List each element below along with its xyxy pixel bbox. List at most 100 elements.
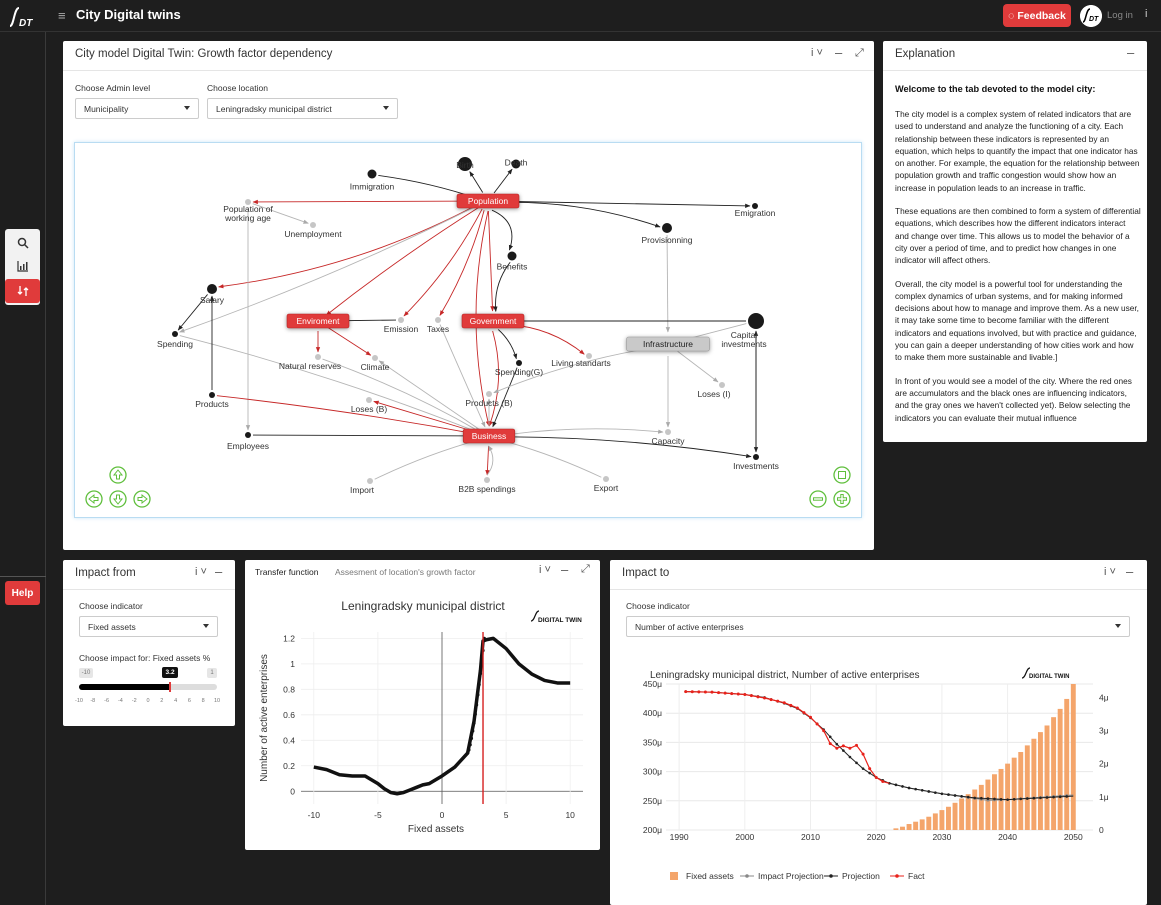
x-tick-label: 0 — [440, 810, 445, 820]
graph-node-losesi[interactable]: Loses (I) — [697, 382, 731, 399]
slider-handle[interactable] — [169, 682, 172, 692]
nav-up-button[interactable] — [109, 466, 127, 489]
nav-left-button[interactable] — [85, 490, 103, 513]
graph-node-provisioning[interactable]: Provisionning — [641, 223, 693, 245]
graph-node-infrastructure[interactable]: Infrastructure — [626, 336, 710, 352]
network-graph[interactable]: Immigration Birth Death Population Populatio… — [75, 143, 861, 517]
graph-node-export[interactable]: Export — [594, 476, 619, 493]
series-point — [855, 743, 859, 747]
graph-node-emigration[interactable]: Emigration — [735, 203, 776, 218]
impact-chart[interactable]: Leningradsky municipal district, Number … — [610, 650, 1147, 905]
graph-node-livstd[interactable]: Living standarts — [551, 353, 611, 368]
graph-node-employees[interactable]: Employees — [227, 432, 269, 451]
minimize-icon[interactable]: – — [215, 564, 223, 579]
expand-icon[interactable]: ⤢ — [581, 563, 590, 575]
legend-dot — [745, 874, 749, 878]
graph-node-products[interactable]: Products — [195, 392, 229, 409]
panel-divider — [610, 589, 1147, 590]
graph-node-unemployment[interactable]: Unemployment — [284, 222, 342, 239]
graph-node-spendingg[interactable]: Spending(G) — [495, 360, 543, 377]
twin-tool-button[interactable] — [5, 279, 40, 303]
y2-tick-label: 3μ — [1099, 725, 1109, 735]
info-dropdown-icon[interactable]: i ˅ — [811, 47, 823, 59]
graph-node-emission[interactable]: Emission — [384, 317, 419, 334]
graph-node-business[interactable]: Business — [462, 428, 516, 444]
graph-edge — [378, 360, 482, 431]
nav-down-button[interactable] — [109, 490, 127, 513]
minimize-icon[interactable]: – — [561, 562, 569, 577]
info-icon[interactable]: i — [1145, 8, 1148, 20]
transfer-subtitle: Assesment of location's growth factor — [335, 567, 476, 577]
graph-node-enviroment[interactable]: Enviroment — [286, 313, 350, 329]
minimize-icon[interactable]: – — [835, 45, 843, 60]
series-point — [828, 742, 832, 746]
indicator-select[interactable]: Number of active enterprises — [626, 616, 1130, 637]
fit-view-button[interactable] — [833, 466, 851, 489]
graph-node-label: Salary — [200, 295, 225, 305]
fixed-assets-bar — [1031, 738, 1037, 830]
admin-level-select[interactable]: Municipality — [75, 98, 199, 119]
minimize-icon[interactable]: – — [1126, 564, 1134, 579]
graph-node-capacity[interactable]: Capacity — [651, 429, 685, 446]
graph-node-salary[interactable]: Salary — [200, 284, 225, 305]
graph-node-climate[interactable]: Climate — [361, 355, 390, 372]
series-point — [1032, 796, 1036, 800]
graph-node-natres[interactable]: Natural reserves — [279, 354, 341, 371]
graph-node-import[interactable]: Import — [350, 478, 375, 495]
graph-node-b2b[interactable]: B2B spendings — [458, 477, 516, 494]
panel-divider — [63, 589, 235, 590]
series-point — [848, 755, 852, 759]
graph-node-label: Spending — [157, 339, 193, 349]
network-canvas[interactable]: Immigration Birth Death Population Populatio… — [74, 142, 862, 518]
login-link[interactable]: Log in — [1107, 10, 1133, 21]
graph-node-population[interactable]: Population — [456, 193, 520, 209]
zoom-out-button[interactable] — [809, 490, 827, 513]
series-point — [828, 735, 832, 739]
graph-node-death[interactable]: Death — [505, 158, 528, 169]
info-dropdown-icon[interactable]: i ˅ — [195, 566, 207, 578]
graph-node-government[interactable]: Government — [461, 313, 525, 329]
y2-tick-label: 2μ — [1099, 759, 1109, 769]
menu-icon[interactable]: ≡ — [58, 8, 66, 23]
zoom-in-button[interactable] — [833, 490, 851, 513]
fixed-assets-bar — [926, 816, 932, 830]
graph-node-box — [286, 313, 350, 329]
transition-point — [475, 703, 479, 707]
graph-edge — [252, 433, 480, 439]
minimize-icon[interactable]: – — [1127, 45, 1135, 60]
slider-tick-label: -10 — [75, 698, 83, 704]
graph-node-spending[interactable]: Spending — [157, 331, 193, 349]
slider-track[interactable] — [79, 682, 217, 692]
chart-tool-button[interactable] — [5, 254, 40, 278]
graph-node-immigration[interactable]: Immigration — [350, 169, 395, 192]
graph-node-productsb[interactable]: Products (B) — [465, 391, 513, 408]
nav-right-button[interactable] — [133, 490, 151, 513]
search-tool-button[interactable] — [5, 231, 40, 255]
expand-icon[interactable]: ⤢ — [855, 47, 864, 59]
logo-icon[interactable]: DT — [4, 4, 40, 30]
series-point — [749, 694, 753, 698]
transition-point — [467, 748, 471, 752]
info-dropdown-icon[interactable]: i ˅ — [539, 564, 551, 576]
avatar[interactable]: DT — [1080, 5, 1102, 27]
transfer-chart[interactable]: Leningradsky municipal district DIGITAL T… — [245, 570, 600, 850]
series-point — [743, 693, 747, 697]
avatar-logo-icon: DT — [1080, 5, 1102, 27]
indicator-select[interactable]: Fixed assets — [79, 616, 218, 637]
help-button[interactable]: Help — [5, 581, 40, 605]
location-select[interactable]: Leningradsky municipal district — [207, 98, 398, 119]
graph-node-taxes[interactable]: Taxes — [427, 317, 449, 334]
info-dropdown-icon[interactable]: i ˅ — [1104, 566, 1116, 578]
graph-node-investments[interactable]: Investments — [733, 454, 779, 471]
x-tick-label: 2030 — [932, 832, 951, 842]
graph-node-benefits[interactable]: Benefits — [497, 251, 528, 272]
graph-node-losesb[interactable]: Loses (B) — [351, 397, 388, 414]
graph-node-dot — [665, 429, 671, 435]
feedback-button[interactable]: ◌ Feedback — [1003, 4, 1071, 27]
graph-node-birth[interactable]: Birth — [456, 157, 474, 171]
series-point — [842, 749, 845, 752]
graph-node-label: Population — [468, 196, 508, 206]
graph-edge — [179, 204, 479, 333]
